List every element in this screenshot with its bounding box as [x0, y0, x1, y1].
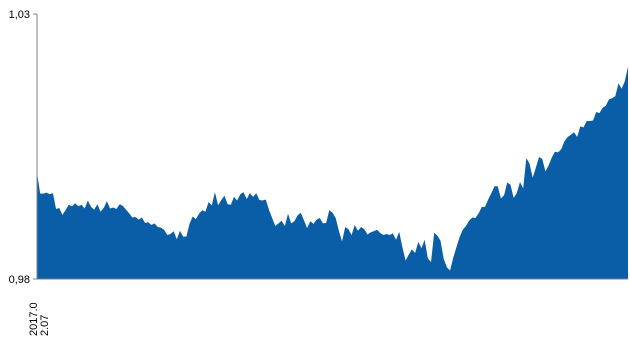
- y-axis-ticks: 0,98 1,03: [9, 9, 37, 286]
- x-axis-ticks: 2017.02.07: [28, 302, 51, 336]
- x-tick-label: 2017.02.07: [28, 302, 51, 336]
- y-tick-label: 0,98: [9, 274, 30, 286]
- x-tick-label-line1: 2017.0: [28, 302, 40, 336]
- y-tick-label: 1,03: [9, 9, 30, 21]
- area-series: [37, 66, 628, 279]
- x-tick-label-line2: 2.07: [39, 315, 51, 336]
- plot-area: [37, 66, 628, 279]
